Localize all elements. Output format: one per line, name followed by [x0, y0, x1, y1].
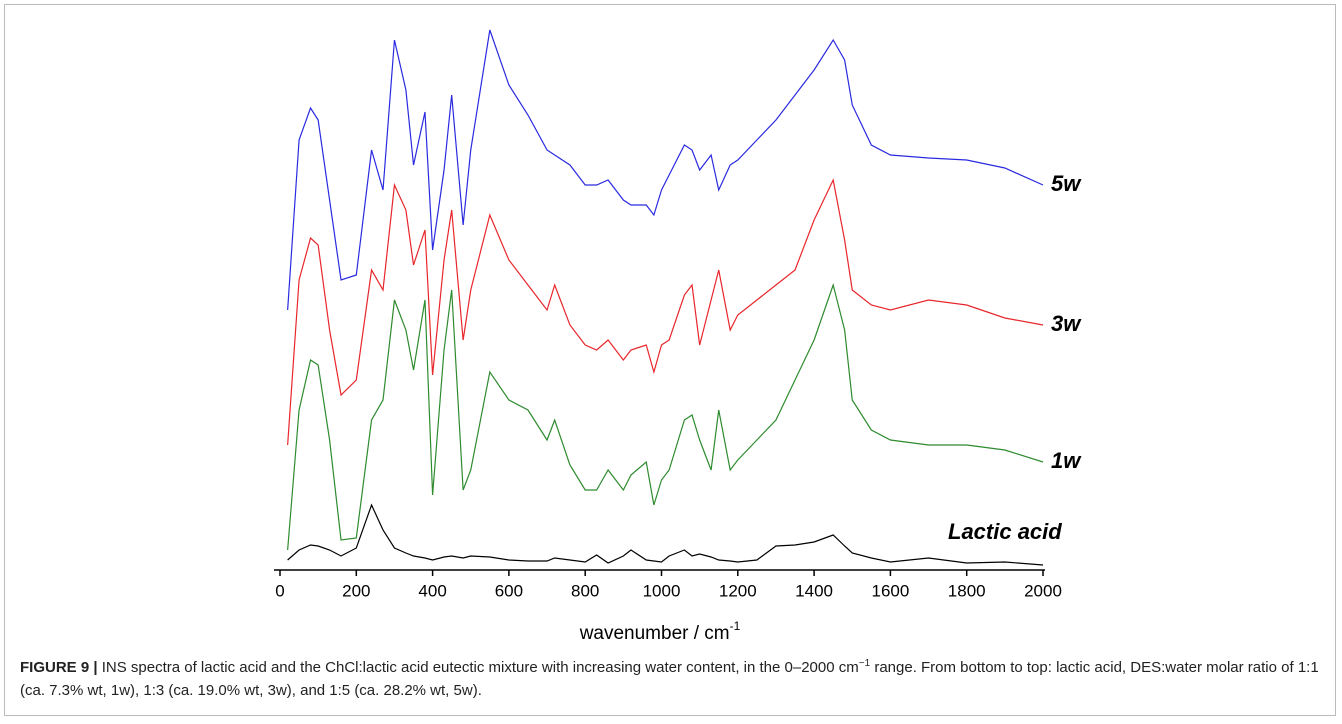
series-label: Lactic acid: [948, 519, 1062, 544]
x-tick-label: 1000: [643, 581, 681, 600]
spectrum-line: [287, 178, 1044, 446]
chart: wavenumber / cm-1 0 200 400 600 800 1000 1200 1…: [274, 29, 1082, 644]
x-tick-label: 0: [275, 581, 284, 600]
x-label-sup: -1: [730, 619, 741, 633]
spectrum-line: [287, 503, 1044, 566]
figure-frame: [4, 4, 1336, 716]
x-tick-label: 200: [342, 581, 370, 600]
caption-label: FIGURE 9 |: [20, 659, 98, 676]
caption-text: range. From bottom to top: lactic acid, …: [20, 659, 1319, 699]
caption-text: INS spectra of lactic acid and the ChCl:…: [101, 659, 859, 676]
x-tick-label: 1400: [795, 581, 833, 600]
caption: FIGURE 9 | INS spectra of lactic acid an…: [20, 652, 1320, 702]
series-label: 5w: [1051, 171, 1082, 196]
x-tick-label: 400: [418, 581, 446, 600]
spectrum-line: [287, 282, 1044, 551]
x-tick-label: 1600: [871, 581, 909, 600]
x-tick-label: 2000: [1024, 581, 1062, 600]
x-tick-label: 600: [495, 581, 523, 600]
spectrum-line: [287, 29, 1044, 311]
x-tick-label: 1200: [719, 581, 757, 600]
x-label-text: wavenumber / cm: [579, 623, 730, 644]
series-label: 3w: [1051, 311, 1082, 336]
x-tick-label: 800: [571, 581, 599, 600]
x-tick-label: 1800: [948, 581, 986, 600]
caption-sup: −1: [858, 658, 871, 669]
series-label: 1w: [1051, 448, 1082, 473]
x-axis-label: wavenumber / cm-1: [579, 619, 741, 644]
